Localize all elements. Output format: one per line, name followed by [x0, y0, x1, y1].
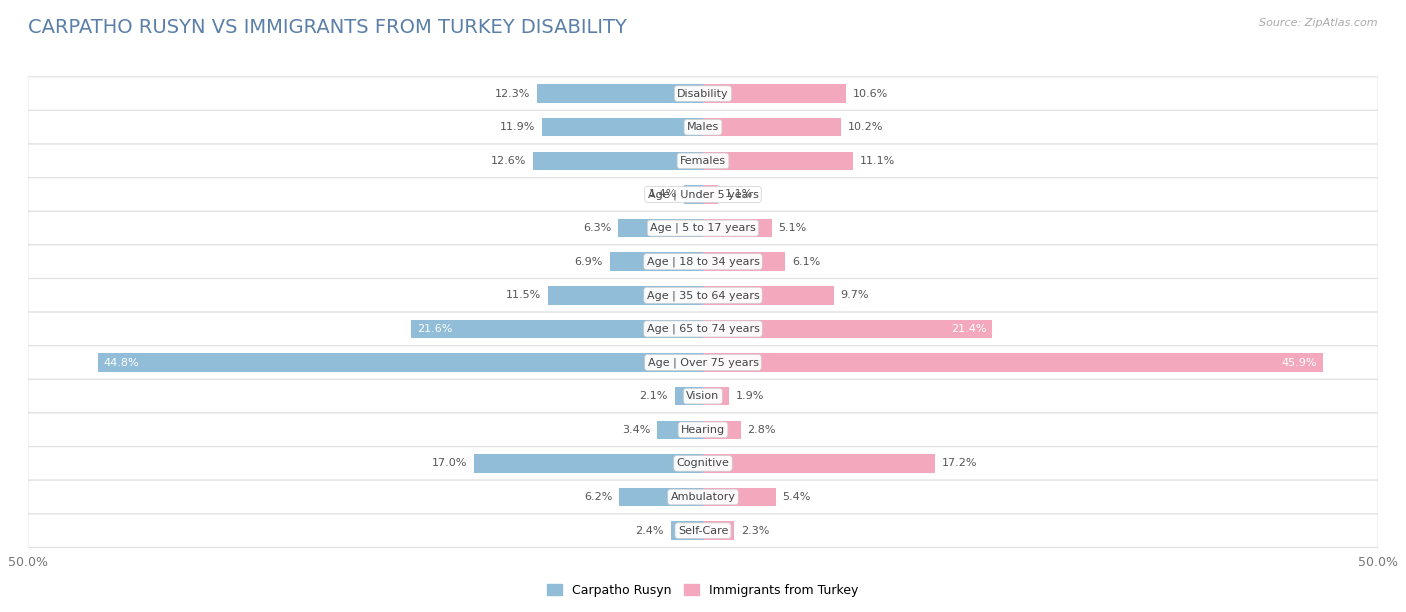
Text: 6.9%: 6.9%	[575, 256, 603, 267]
Text: 2.8%: 2.8%	[748, 425, 776, 435]
Text: 11.1%: 11.1%	[859, 156, 894, 166]
Text: Cognitive: Cognitive	[676, 458, 730, 468]
Bar	[703, 118, 841, 136]
Bar	[703, 420, 741, 439]
Text: Age | 65 to 74 years: Age | 65 to 74 years	[647, 324, 759, 334]
Text: 17.0%: 17.0%	[432, 458, 467, 468]
Text: 3.4%: 3.4%	[621, 425, 651, 435]
Text: 1.4%: 1.4%	[650, 190, 678, 200]
Bar	[703, 286, 834, 305]
Text: 12.6%: 12.6%	[491, 156, 526, 166]
Text: 2.4%: 2.4%	[636, 526, 664, 536]
Text: Hearing: Hearing	[681, 425, 725, 435]
Text: 10.6%: 10.6%	[853, 89, 889, 99]
Text: 9.7%: 9.7%	[841, 290, 869, 300]
Text: 2.3%: 2.3%	[741, 526, 769, 536]
FancyBboxPatch shape	[28, 447, 1378, 480]
FancyBboxPatch shape	[28, 245, 1378, 278]
Bar	[548, 286, 703, 305]
Bar	[703, 252, 786, 271]
Bar	[533, 152, 703, 170]
Text: 10.2%: 10.2%	[848, 122, 883, 132]
FancyBboxPatch shape	[28, 177, 1378, 211]
FancyBboxPatch shape	[28, 76, 1378, 110]
FancyBboxPatch shape	[28, 211, 1378, 245]
Text: Males: Males	[688, 122, 718, 132]
FancyBboxPatch shape	[28, 379, 1378, 413]
Text: 45.9%: 45.9%	[1282, 357, 1317, 368]
Legend: Carpatho Rusyn, Immigrants from Turkey: Carpatho Rusyn, Immigrants from Turkey	[543, 579, 863, 602]
Text: Age | 18 to 34 years: Age | 18 to 34 years	[647, 256, 759, 267]
Text: Age | 35 to 64 years: Age | 35 to 64 years	[647, 290, 759, 300]
Bar	[675, 387, 703, 405]
FancyBboxPatch shape	[28, 346, 1378, 379]
Text: Self-Care: Self-Care	[678, 526, 728, 536]
Bar	[543, 118, 703, 136]
Bar	[703, 319, 991, 338]
Text: Vision: Vision	[686, 391, 720, 401]
Text: Age | Under 5 years: Age | Under 5 years	[648, 189, 758, 200]
Text: 1.9%: 1.9%	[735, 391, 763, 401]
FancyBboxPatch shape	[28, 110, 1378, 144]
Text: 1.1%: 1.1%	[724, 190, 752, 200]
Text: 5.4%: 5.4%	[783, 492, 811, 502]
Bar	[610, 252, 703, 271]
Text: 2.1%: 2.1%	[640, 391, 668, 401]
FancyBboxPatch shape	[28, 480, 1378, 514]
Text: CARPATHO RUSYN VS IMMIGRANTS FROM TURKEY DISABILITY: CARPATHO RUSYN VS IMMIGRANTS FROM TURKEY…	[28, 18, 627, 37]
Bar	[703, 454, 935, 472]
FancyBboxPatch shape	[28, 413, 1378, 447]
Text: Age | Over 75 years: Age | Over 75 years	[648, 357, 758, 368]
Bar	[703, 185, 718, 204]
Text: Source: ZipAtlas.com: Source: ZipAtlas.com	[1260, 18, 1378, 28]
FancyBboxPatch shape	[28, 144, 1378, 177]
Bar	[619, 219, 703, 237]
Text: Disability: Disability	[678, 89, 728, 99]
Bar	[657, 420, 703, 439]
Bar	[703, 152, 853, 170]
Text: 5.1%: 5.1%	[779, 223, 807, 233]
Text: 6.3%: 6.3%	[583, 223, 612, 233]
Bar	[703, 84, 846, 103]
Text: 11.5%: 11.5%	[506, 290, 541, 300]
Text: 17.2%: 17.2%	[942, 458, 977, 468]
FancyBboxPatch shape	[28, 514, 1378, 548]
Text: Females: Females	[681, 156, 725, 166]
Bar	[703, 387, 728, 405]
Bar	[703, 219, 772, 237]
Bar	[685, 185, 703, 204]
Bar	[703, 353, 1323, 371]
FancyBboxPatch shape	[28, 278, 1378, 312]
Bar	[474, 454, 703, 472]
Text: 21.4%: 21.4%	[950, 324, 987, 334]
Text: 44.8%: 44.8%	[104, 357, 139, 368]
Text: 6.1%: 6.1%	[792, 256, 820, 267]
Text: Ambulatory: Ambulatory	[671, 492, 735, 502]
Bar	[703, 521, 734, 540]
Bar	[412, 319, 703, 338]
Text: 11.9%: 11.9%	[501, 122, 536, 132]
Bar	[98, 353, 703, 371]
FancyBboxPatch shape	[28, 312, 1378, 346]
Text: Age | 5 to 17 years: Age | 5 to 17 years	[650, 223, 756, 233]
Bar	[671, 521, 703, 540]
Bar	[703, 488, 776, 506]
Text: 12.3%: 12.3%	[495, 89, 530, 99]
Text: 21.6%: 21.6%	[416, 324, 453, 334]
Text: 6.2%: 6.2%	[583, 492, 613, 502]
Bar	[619, 488, 703, 506]
Bar	[537, 84, 703, 103]
